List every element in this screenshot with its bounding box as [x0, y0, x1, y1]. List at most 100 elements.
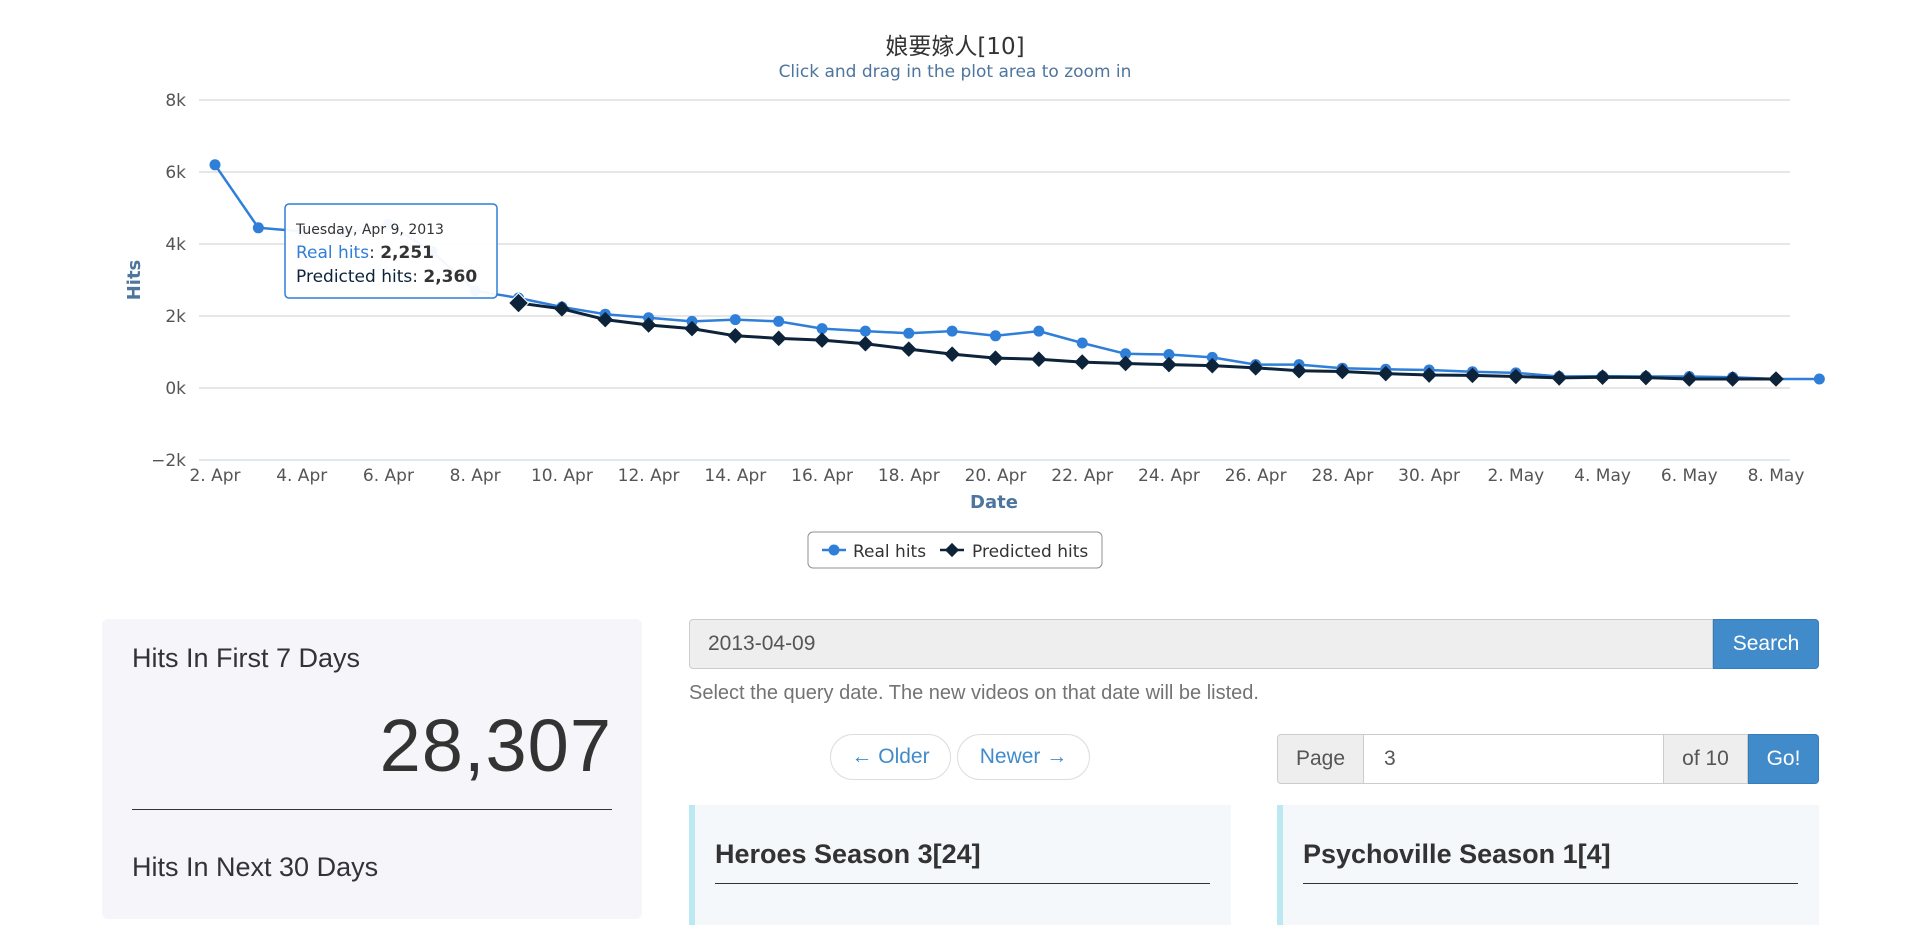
data-point[interactable]	[903, 327, 915, 339]
data-point[interactable]	[1033, 325, 1045, 337]
data-point[interactable]	[209, 159, 221, 171]
data-point[interactable]	[684, 320, 700, 337]
stats-divider	[132, 809, 612, 810]
tooltip-box	[284, 203, 498, 299]
x-tick-label: 24. Apr	[1138, 466, 1200, 486]
data-point[interactable]	[1074, 354, 1091, 370]
chart-legend[interactable]: Real hits Predicted hits	[807, 531, 1103, 569]
data-point[interactable]	[1681, 371, 1698, 387]
older-button[interactable]: ← Older	[830, 734, 951, 780]
tooltip-series1-value: 2,251	[380, 243, 434, 263]
y-axis-ticks: 8k 6k 4k 2k 0k −2k	[151, 91, 186, 471]
x-tick-label: 2. May	[1487, 466, 1544, 486]
data-point[interactable]	[1508, 368, 1524, 385]
date-search-input[interactable]: 2013-04-09	[689, 619, 1713, 669]
data-point[interactable]	[1031, 351, 1047, 367]
data-point[interactable]	[1206, 351, 1218, 363]
x-tick-label: 6. May	[1661, 466, 1718, 486]
series-predicted-hits[interactable]	[507, 292, 1784, 387]
data-point[interactable]	[252, 222, 264, 234]
y-tick-label: −2k	[151, 451, 186, 471]
x-axis-ticks: 2. Apr 4. Apr 6. Apr 8. Apr 10. Apr 12. Apr 14…	[189, 466, 1804, 486]
data-point[interactable]	[640, 317, 657, 333]
legend-item-real-hits[interactable]: Real hits	[822, 542, 926, 562]
video-title[interactable]: Psychoville Season 1[4]	[1303, 839, 1611, 869]
legend-label-predicted-hits: Predicted hits	[972, 542, 1088, 562]
data-point[interactable]	[814, 332, 830, 348]
x-tick-label: 10. Apr	[531, 466, 593, 486]
video-card[interactable]: Psychoville Season 1[4]	[1277, 805, 1819, 925]
first-7-days-value: 28,307	[379, 704, 612, 787]
series-line	[518, 301, 1776, 381]
legend-label-real-hits: Real hits	[853, 542, 926, 562]
tooltip-date: Tuesday, Apr 9, 2013	[295, 222, 444, 238]
tooltip: Tuesday, Apr 9, 2013 Real hits: 2,251 Pr…	[284, 203, 498, 299]
data-point[interactable]	[816, 323, 828, 335]
data-point[interactable]	[944, 346, 960, 362]
x-tick-label: 4. May	[1574, 466, 1631, 486]
data-point[interactable]	[1768, 371, 1784, 387]
svg-text:Real hits: 2,251: Real hits: 2,251	[296, 243, 434, 263]
newer-button[interactable]: Newer →	[957, 734, 1090, 780]
go-button[interactable]: Go!	[1748, 734, 1819, 784]
x-tick-label: 2. Apr	[189, 466, 240, 486]
x-axis-title: Date	[970, 492, 1018, 513]
data-point[interactable]	[1551, 370, 1567, 386]
legend-marker-predicted-hits	[944, 542, 960, 558]
legend-item-predicted-hits[interactable]: Predicted hits	[940, 542, 1088, 562]
x-tick-label: 12. Apr	[618, 466, 680, 486]
video-card[interactable]: Heroes Season 3[24]	[689, 805, 1231, 925]
video-divider	[715, 883, 1210, 884]
tooltip-series1-label: Real hits	[296, 243, 369, 263]
data-point[interactable]	[857, 335, 874, 352]
page-total-label: of 10	[1663, 734, 1748, 784]
data-point[interactable]	[859, 325, 871, 337]
data-point[interactable]	[1334, 363, 1351, 380]
y-tick-label: 2k	[165, 307, 186, 327]
data-point[interactable]	[727, 328, 744, 344]
data-point[interactable]	[770, 330, 787, 347]
x-tick-label: 6. Apr	[363, 466, 414, 486]
y-tick-label: 4k	[165, 235, 186, 255]
x-tick-label: 4. Apr	[276, 466, 327, 486]
data-point[interactable]	[987, 350, 1004, 366]
data-point[interactable]	[1638, 369, 1654, 386]
x-tick-label: 18. Apr	[878, 466, 940, 486]
tooltip-series2-value: 2,360	[423, 267, 477, 287]
data-point[interactable]	[1594, 369, 1611, 385]
data-point[interactable]	[507, 292, 530, 314]
data-point[interactable]	[990, 330, 1001, 342]
hits-chart[interactable]: 娘要嫁人[10] Click and drag in the plot area…	[0, 0, 1911, 600]
data-point[interactable]	[773, 315, 785, 327]
svg-text:Predicted hits: 2,360: Predicted hits: 2,360	[296, 267, 477, 287]
data-point[interactable]	[1291, 362, 1307, 379]
data-point[interactable]	[1120, 348, 1132, 360]
data-point[interactable]	[946, 325, 958, 337]
x-tick-label: 30. Apr	[1398, 466, 1460, 486]
search-button[interactable]: Search	[1713, 619, 1819, 669]
legend-marker-real-hits	[828, 544, 840, 556]
x-tick-label: 14. Apr	[704, 466, 766, 486]
data-point[interactable]	[1204, 357, 1221, 374]
data-point[interactable]	[900, 341, 917, 357]
data-point[interactable]	[729, 314, 741, 326]
data-point[interactable]	[1076, 337, 1088, 349]
y-axis-title: Hits	[124, 260, 145, 301]
next-30-days-label: Hits In Next 30 Days	[132, 852, 379, 882]
page-number-input[interactable]: 3	[1364, 734, 1663, 784]
search-help-text: Select the query date. The new videos on…	[689, 682, 1259, 704]
data-point[interactable]	[1724, 371, 1741, 387]
data-point[interactable]	[1464, 367, 1481, 384]
data-point[interactable]	[1377, 365, 1394, 382]
data-point[interactable]	[1161, 356, 1177, 373]
x-tick-label: 8. May	[1748, 466, 1805, 486]
data-point[interactable]	[1117, 355, 1134, 372]
data-point[interactable]	[554, 301, 570, 317]
data-point[interactable]	[1247, 360, 1264, 376]
video-title[interactable]: Heroes Season 3[24]	[715, 839, 981, 869]
data-point[interactable]	[1163, 349, 1175, 361]
data-point[interactable]	[1421, 367, 1437, 383]
data-point[interactable]	[1813, 373, 1825, 385]
chart-subtitle: Click and drag in the plot area to zoom …	[779, 62, 1132, 82]
x-tick-label: 22. Apr	[1051, 466, 1113, 486]
